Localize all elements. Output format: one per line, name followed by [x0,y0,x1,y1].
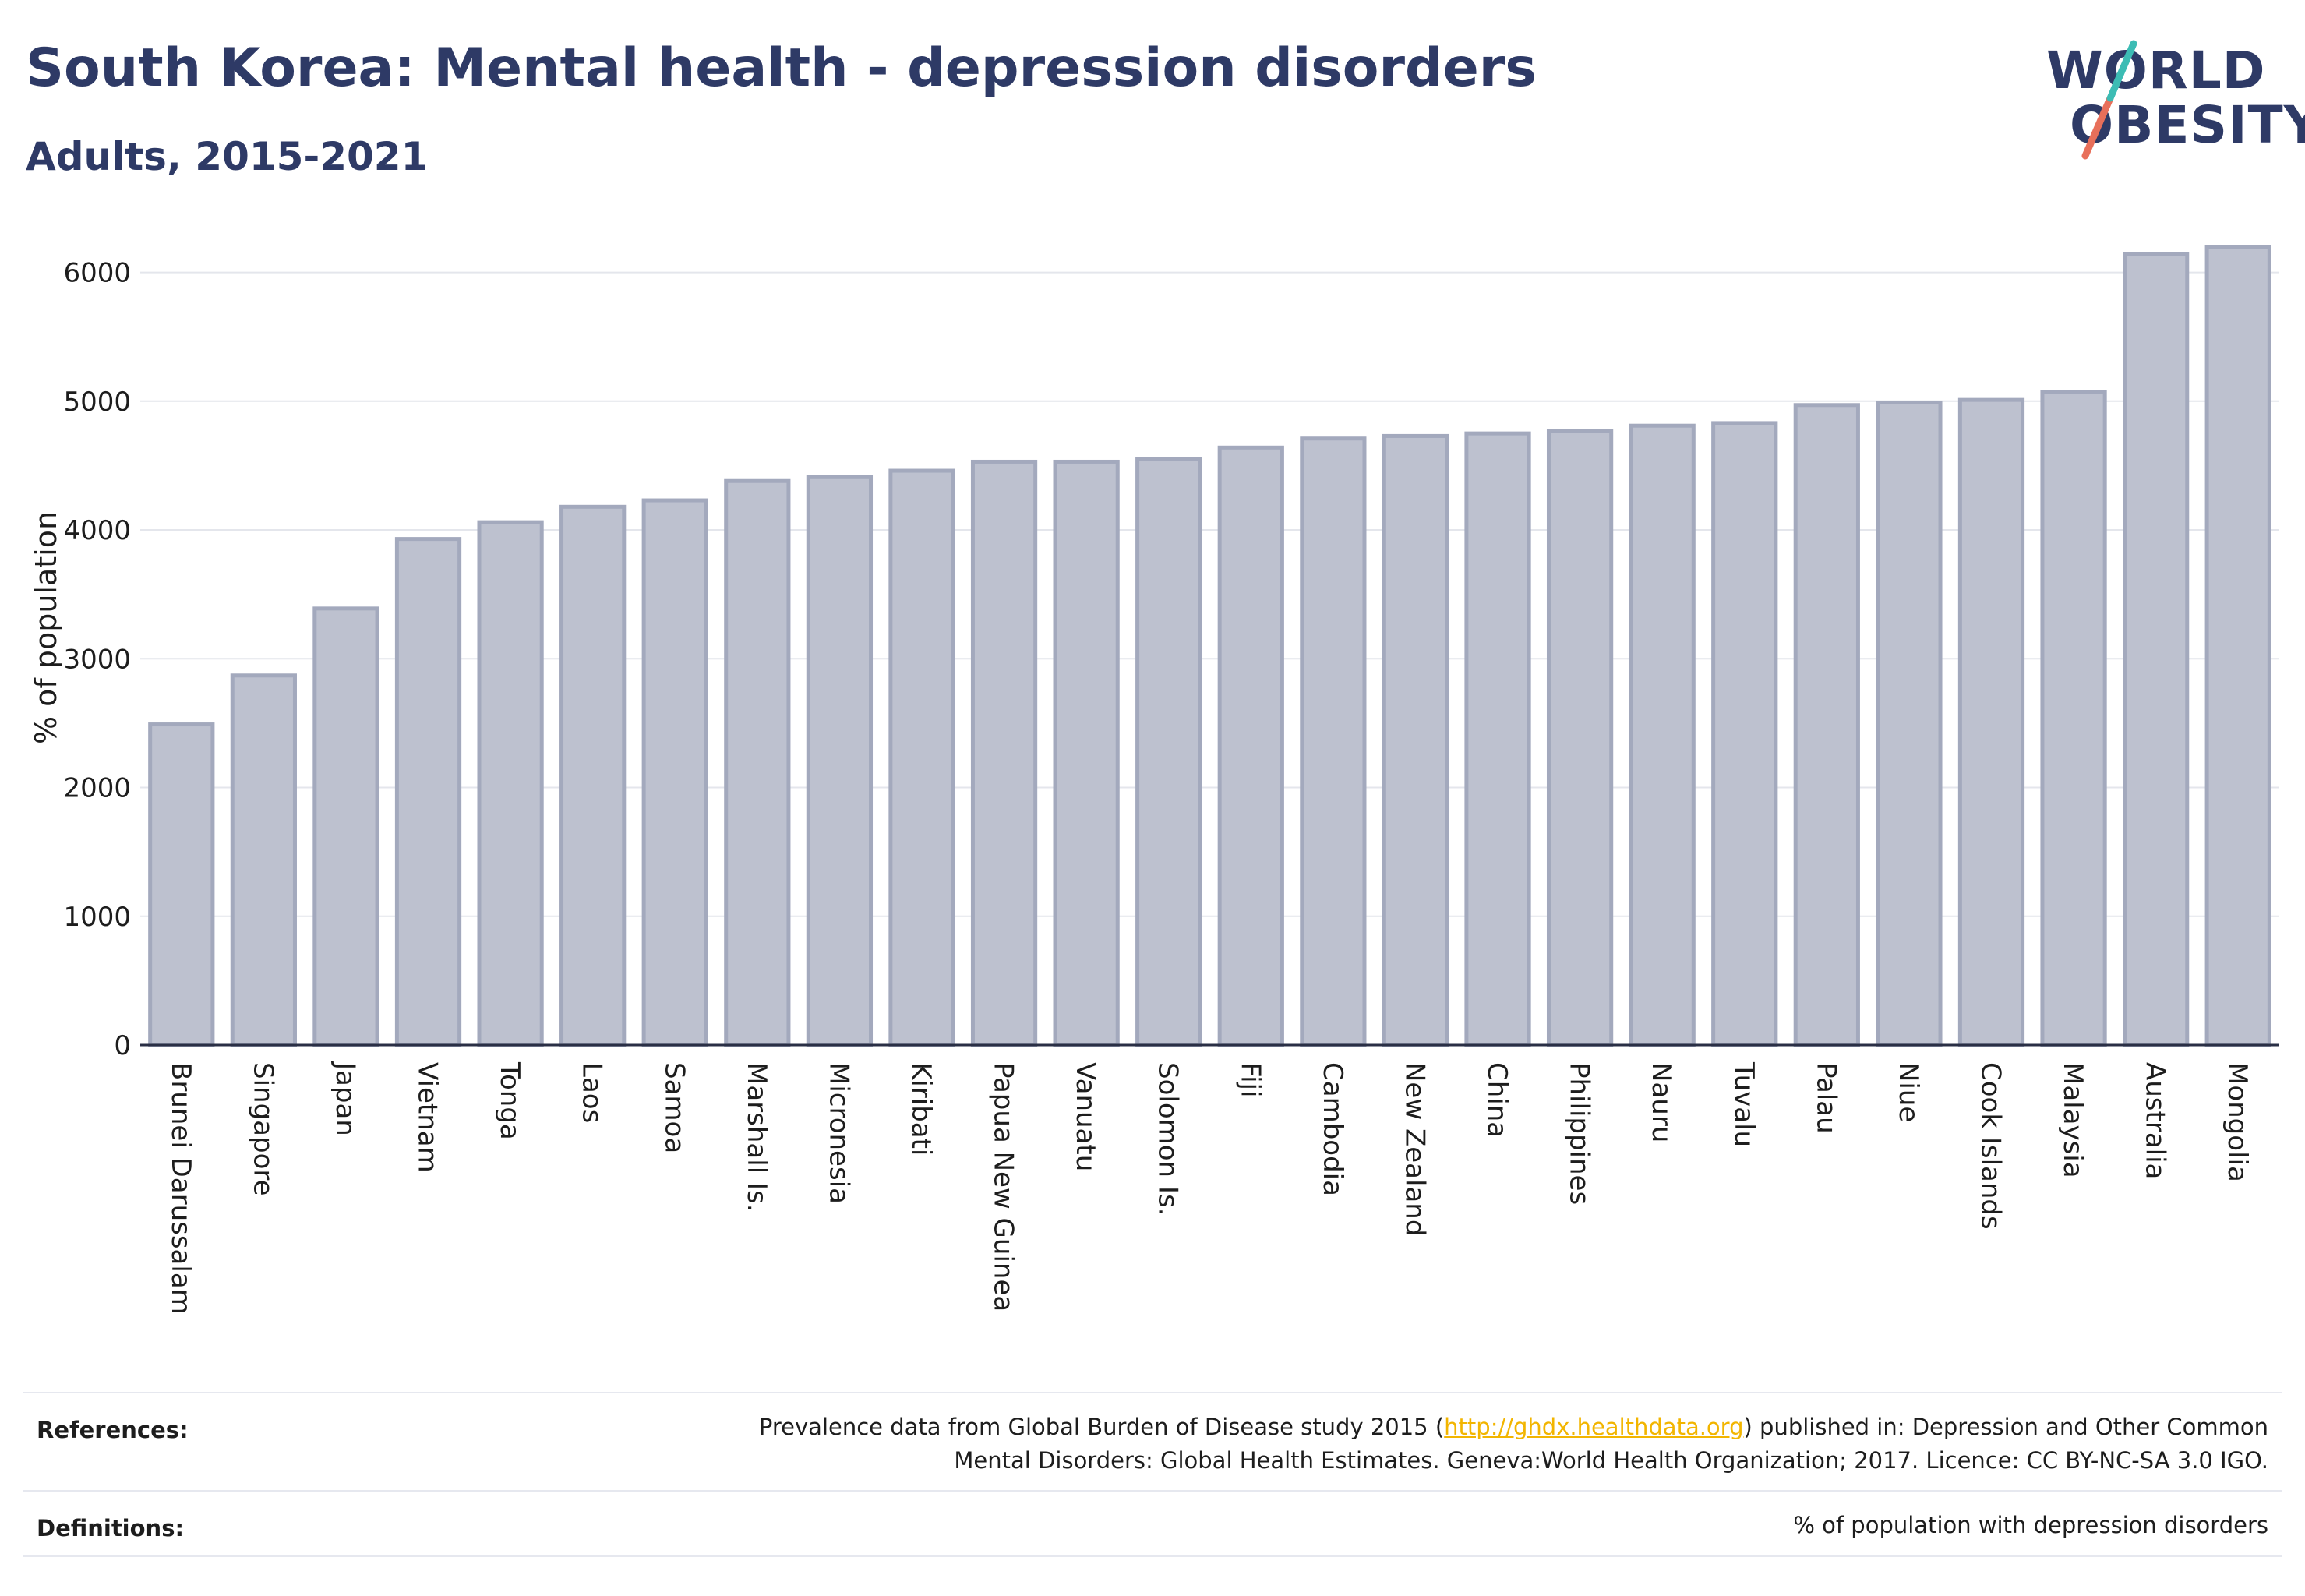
logo-slash-icon [2081,40,2137,160]
bar [394,537,462,1047]
definitions-text: % of population with depression disorder… [1793,1512,2268,1538]
y-tick-label: 0 [114,1030,131,1061]
bar [806,475,874,1047]
references-line-2: Mental Disorders: Global Health Estimate… [954,1447,2268,1474]
x-tick-label: Solomon Is. [1152,1062,1184,1216]
footer: References: Prevalence data from Global … [23,1392,2282,1563]
bar [148,722,215,1047]
world-obesity-logo: WORLD OBESITY [2042,31,2305,164]
x-tick-label: Papua New Guinea [988,1062,1019,1312]
bar [2040,390,2107,1047]
bar [1629,423,1696,1047]
x-tick-label: Laos [577,1062,608,1123]
bar [1546,429,1614,1047]
bar [1217,445,1284,1047]
references-text-end: ) published in: Depression and Other Com… [1743,1414,2269,1440]
x-tick-label: Micronesia [823,1062,854,1204]
bar [312,606,379,1047]
x-tick-label: Vanuatu [1070,1062,1101,1171]
x-tick-label: Samoa [658,1062,690,1153]
bar-chart: 0 1000 2000 3000 4000 5000 6000 Brunei Darussal… [29,245,2279,1315]
bar [1135,457,1202,1047]
bar [1300,436,1367,1047]
bar [1957,397,2025,1047]
bar [1876,400,1943,1047]
y-tick-label: 6000 [63,258,131,289]
bar [724,478,791,1047]
x-tick-label: Fiji [1234,1062,1265,1097]
x-tick-label: Malaysia [2057,1062,2088,1178]
y-tick-label: 4000 [63,515,131,546]
x-tick-label: New Zealand [1399,1062,1430,1236]
x-tick-label: Vietnam [412,1062,443,1173]
definitions-label: Definitions: [37,1515,185,1541]
bar [477,520,544,1047]
x-tick-label: Niue [1893,1062,1924,1122]
bar [230,673,297,1047]
bar [970,459,1038,1047]
references-text: Prevalence data from Global Burden of Di… [759,1411,2268,1478]
x-tick-label: Mongolia [2222,1062,2253,1182]
bar [1053,459,1120,1047]
bar [1711,421,1778,1047]
y-tick-label: 1000 [63,902,131,933]
y-tick-label: 3000 [63,644,131,675]
bar [1464,431,1531,1047]
footer-divider [23,1555,2282,1557]
references-link[interactable]: http://ghdx.healthdata.org [1444,1414,1744,1440]
x-tick-label: Cambodia [1317,1062,1348,1196]
x-tick-label: Japan [330,1061,361,1136]
x-tick-label: Palau [1810,1062,1841,1134]
x-tick-label: Singapore [247,1062,278,1196]
bar [888,468,955,1047]
x-tick-label: China [1481,1062,1513,1138]
x-tick-label: Nauru [1646,1062,1677,1142]
bar [2123,252,2190,1047]
x-tick-label: Tonga [494,1061,525,1140]
logo-word-world: WORLD [2046,41,2266,101]
chart-subtitle: Adults, 2015-2021 [26,134,429,179]
references-text-start: Prevalence data from Global Burden of Di… [758,1414,1445,1440]
y-axis-label: % of population [29,511,63,744]
bar [559,504,627,1047]
x-tick-label: Kiribati [905,1062,937,1156]
x-tick-label: Australia [2140,1062,2171,1179]
footer-divider [23,1490,2282,1492]
x-tick-label: Brunei Darussalam [165,1062,196,1315]
x-tick-label: Philippines [1564,1062,1595,1205]
bar [1793,403,1860,1047]
footer-divider [23,1392,2282,1393]
x-tick-label: Marshall Is. [741,1062,772,1213]
bar [641,498,708,1047]
bar [1382,433,1449,1047]
x-tick-label: Tuvalu [1728,1061,1760,1147]
x-tick-label: Cook Islands [1975,1062,2006,1230]
bar [2204,245,2271,1047]
y-tick-label: 5000 [63,387,131,418]
y-tick-label: 2000 [63,773,131,804]
references-label: References: [37,1417,189,1443]
chart-title: South Korea: Mental health - depression … [26,37,1537,99]
